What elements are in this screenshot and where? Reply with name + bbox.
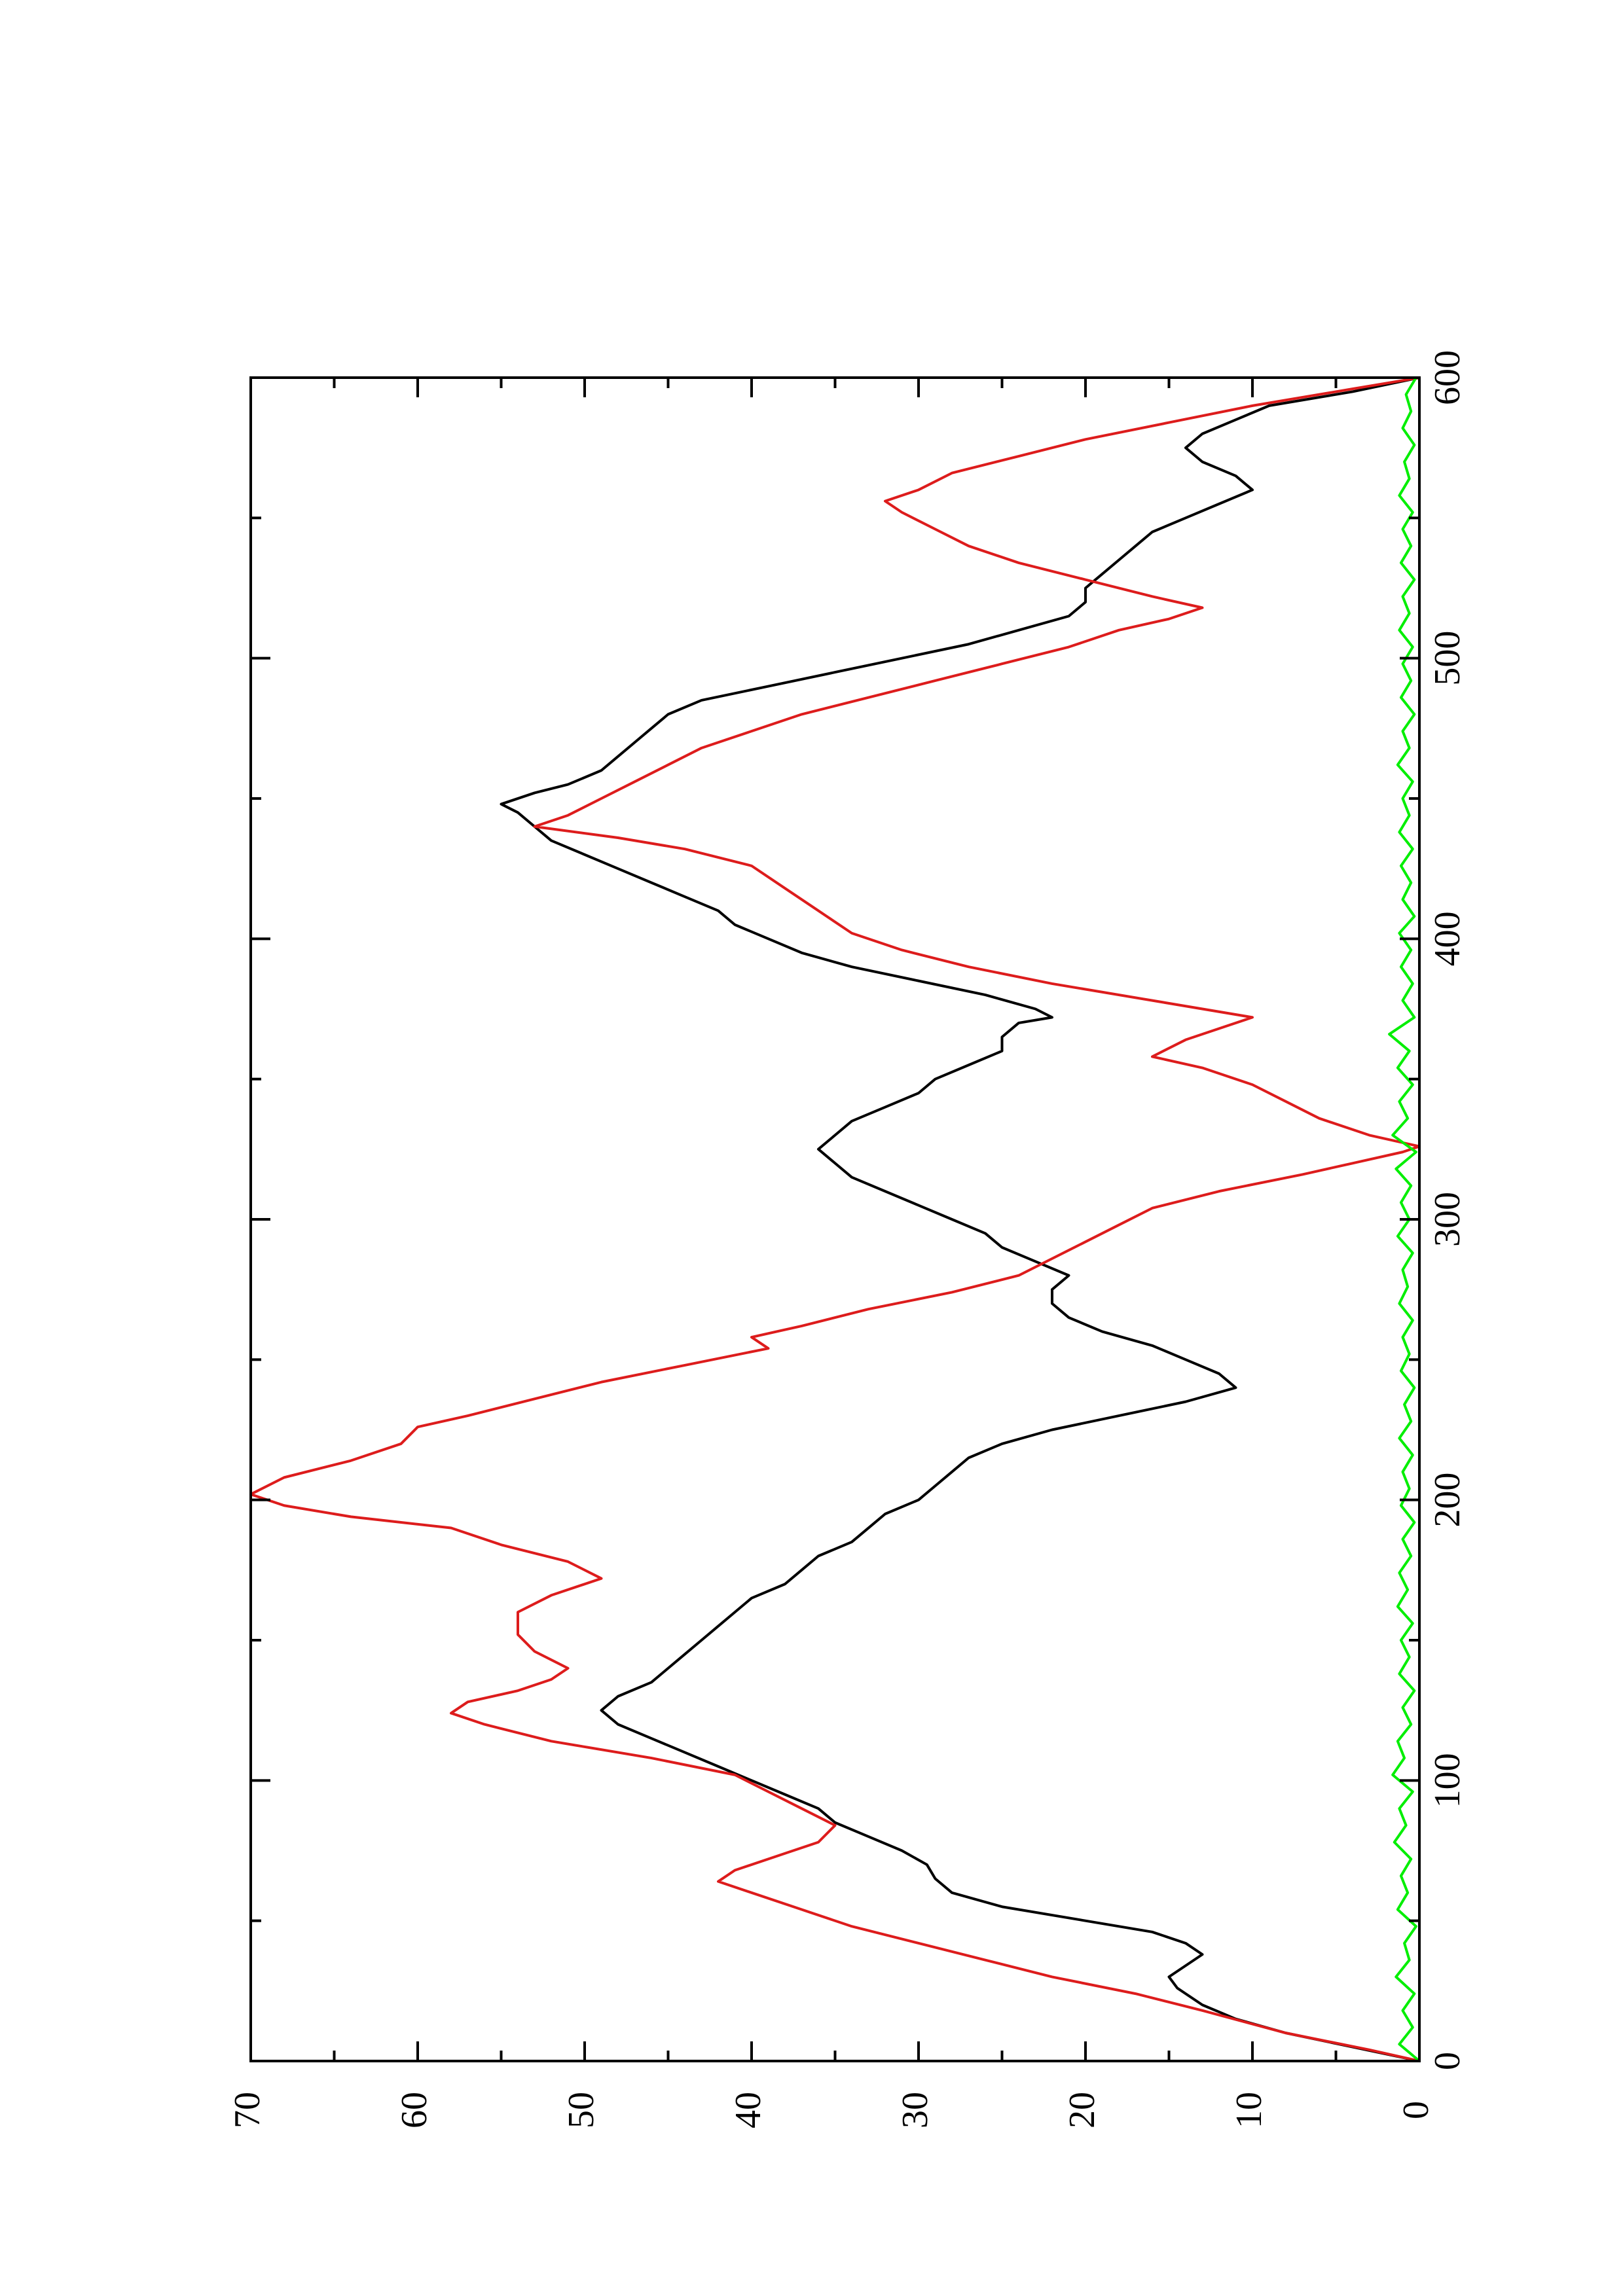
x-tick-label: 300 <box>1427 1192 1468 1247</box>
x-tick-label: 400 <box>1427 911 1468 966</box>
x-tick-label: 200 <box>1427 1473 1468 1528</box>
series-line-2 <box>249 376 1421 2062</box>
y-tick-label: 30 <box>895 2092 936 2128</box>
x-tick-label: 0 <box>1427 2052 1468 2070</box>
y-tick-label: 0 <box>1396 2101 1436 2119</box>
x-tick-label: 500 <box>1427 631 1468 686</box>
y-tick-label: 40 <box>728 2092 769 2128</box>
series-line-1 <box>500 376 1420 2062</box>
x-tick-label: 100 <box>1427 1753 1468 1808</box>
plot-frame <box>249 376 1421 2062</box>
y-tick-label: 60 <box>394 2092 435 2128</box>
series-layer <box>249 376 1421 2062</box>
y-tick-label: 50 <box>561 2092 602 2128</box>
tick-layer <box>249 376 1421 2062</box>
y-tick-label: 10 <box>1229 2092 1269 2128</box>
label-layer: 0 100 200 300 400 500 600 0 10 20 30 40 50 60 70 <box>227 350 1468 2128</box>
x-tick-label: 600 <box>1427 350 1468 405</box>
y-tick-label: 70 <box>227 2092 268 2128</box>
y-tick-label: 20 <box>1062 2092 1103 2128</box>
